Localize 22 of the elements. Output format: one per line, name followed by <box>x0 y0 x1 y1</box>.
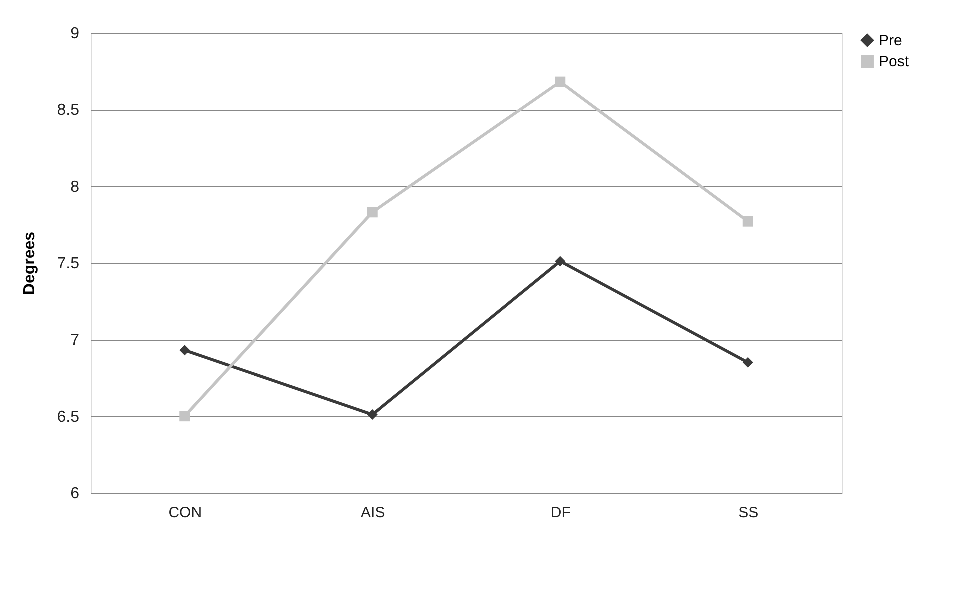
y-axis-title: Degrees <box>21 232 38 296</box>
y-tick-label: 9 <box>70 26 80 42</box>
y-tick-label: 6 <box>70 486 80 502</box>
legend-label: Pre <box>879 32 902 50</box>
point <box>180 345 190 356</box>
x-tick-label: DF <box>550 504 571 522</box>
x-tick-label: SS <box>738 504 759 522</box>
point <box>555 256 566 267</box>
y-tick-label: 7 <box>70 332 80 350</box>
x-tick-label: AIS <box>361 504 386 522</box>
y-tick-label: 8.5 <box>57 102 80 120</box>
y-tick-label: 7.5 <box>57 256 80 272</box>
legend-label: Post <box>879 54 910 70</box>
y-tick-label: 6.5 <box>57 408 80 426</box>
point <box>742 357 754 368</box>
point <box>367 410 378 420</box>
point <box>180 411 190 422</box>
point <box>742 216 754 227</box>
point <box>367 207 378 218</box>
x-tick-label: CON <box>168 504 202 522</box>
y-tick-label: 8 <box>70 178 80 196</box>
point <box>555 76 566 88</box>
